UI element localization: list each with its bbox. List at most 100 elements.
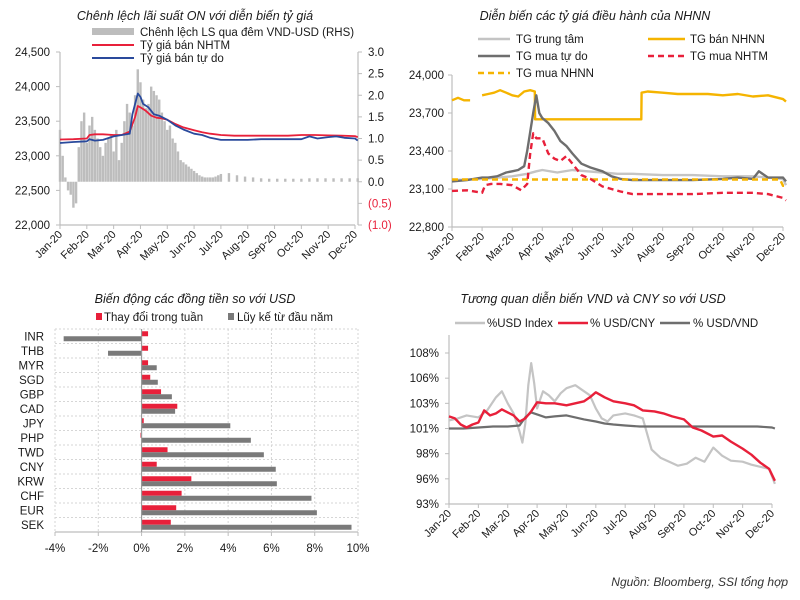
chart1-spread-bar [88, 125, 91, 182]
chart4-x-tick-label: Jun-20 [569, 508, 601, 540]
chart4-x-tick-label: Mar-20 [480, 508, 513, 541]
chart1-spread-bar [208, 177, 212, 182]
chart3-category-label: JPY [23, 418, 44, 430]
chart4: Tương quan diễn biến VND và CNY so với U… [410, 291, 778, 542]
chart3-category-label: EUR [20, 505, 44, 517]
chart1-spread-bar [214, 176, 217, 182]
chart1-left-tick-label: 22,000 [15, 220, 50, 232]
chart1-spread-bar [82, 112, 86, 182]
chart1-spread-bar [107, 138, 110, 182]
chart1-spread-bar [101, 155, 105, 182]
chart1-spread-bar [198, 175, 201, 182]
chart3-bar-ytd [141, 466, 276, 472]
chart4-title: Tương quan diễn biến VND và CNY so với U… [460, 291, 725, 306]
chart4-y-tick-label: 103% [410, 398, 439, 410]
chart3-bar-weekly [141, 360, 149, 366]
chart1-spread-bar [74, 181, 78, 204]
chart3-x-tick-label: -2% [88, 543, 108, 555]
chart1-spread-bar [85, 142, 89, 182]
chart1-right-tick-label: 3.0 [368, 47, 384, 59]
chart1-legend: Chênh lệch LS qua đêm VND-USD (RHS) Tỷ g… [92, 27, 354, 65]
chart1: Chênh lệch lãi suất ON với diễn biến tỷ … [15, 8, 392, 263]
chart3-x-tick-label: 4% [220, 543, 237, 555]
chart1-spread-bar [324, 178, 327, 182]
chart4-x-tick-label: Aug-20 [626, 508, 660, 542]
chart1-spread-bar [147, 103, 150, 182]
chart3-x-tick-label: 0% [133, 543, 150, 555]
chart1-spread-bar [348, 178, 351, 182]
chart2-y-tick-label: 24,000 [409, 70, 444, 82]
chart3-plot: -4% -2% 0% 2% 4% 6% 8% 10% INR THB MYR SGD GBP CAD JPY… [17, 328, 370, 555]
chart3-x-tick-label: -4% [45, 543, 65, 555]
chart1-spread-bar [133, 95, 137, 182]
chart3-category-label: PHP [20, 433, 44, 445]
chart2-x-tick-label: Dec-20 [755, 231, 789, 265]
chart1-spread-bar [332, 178, 335, 182]
chart2-x-tick-label: Feb-20 [454, 231, 487, 264]
chart3-category-label: INR [24, 331, 44, 343]
legend-label-usd-index: %USD Index [487, 318, 553, 330]
chart2-x-tick-label: Nov-20 [724, 231, 758, 265]
chart1-spread-bar [160, 112, 164, 182]
legend-label-spread: Chênh lệch LS qua đêm VND-USD (RHS) [140, 27, 354, 39]
chart1-spread-bar [115, 129, 118, 182]
chart2-title: Diễn biến các tỷ giá điều hành của NHNN [480, 8, 712, 23]
chart2-x-tick-label: Jan-20 [425, 231, 457, 263]
chart2-x-tick-label: Aug-20 [634, 231, 668, 265]
chart1-spread-bar [117, 160, 121, 182]
chart1-spread-bar [155, 95, 158, 182]
chart4-y-tick-label: 96% [416, 474, 439, 486]
chart1-x-tick-label: May-20 [138, 229, 172, 263]
legend-label-weekly: Thay đổi trong tuần [104, 312, 203, 324]
chart3-bar-weekly [141, 505, 177, 511]
chart3-category-label: KRW [17, 476, 44, 488]
chart3: Biến động các đồng tiền so với USD Thay … [17, 292, 369, 555]
chart1-right-tick-label: 1.0 [368, 134, 384, 146]
chart1-spread-bar [144, 108, 148, 182]
chart1-spread-bar [267, 178, 271, 182]
chart1-spread-bar [211, 177, 215, 182]
chart1-right-tick-label: (0.5) [368, 198, 392, 210]
chart1-spread-bar [90, 116, 94, 182]
chart3-x-tick-label: 6% [263, 543, 280, 555]
chart2-y-tick-label: 23,400 [409, 146, 444, 158]
chart4-y-tick-label: 101% [410, 424, 439, 436]
chart1-spread-bar [292, 178, 295, 182]
chart1-spread-bar [120, 142, 123, 182]
chart4-x-tick-label: Feb-20 [450, 508, 483, 541]
chart3-x-tick-label: 10% [346, 543, 369, 555]
chart1-spread-bar [93, 129, 97, 182]
chart1-spread-bar [152, 90, 156, 182]
chart3-bar-ytd [63, 336, 142, 342]
chart3-bar-weekly [141, 331, 149, 337]
chart2-line-tg-mua-nhtm [451, 132, 787, 202]
chart1-spread-bar [243, 176, 247, 182]
chart1-spread-bar [96, 138, 99, 182]
chart3-bar-ytd [141, 394, 172, 400]
chart1-spread-bar [104, 142, 107, 182]
chart3-bar-ytd [108, 350, 142, 356]
chart1-spread-bar [200, 176, 204, 182]
chart1-left-tick-label: 23,500 [15, 116, 50, 128]
chart3-category-label: MYR [18, 360, 44, 372]
chart3-category-label: THB [21, 346, 44, 358]
chart1-spread-bar [112, 151, 115, 182]
chart1-left-tick-label: 24,000 [15, 82, 50, 94]
chart3-title: Biến động các đồng tiền so với USD [95, 292, 296, 306]
chart3-bar-weekly [141, 490, 182, 496]
chart1-spread-bar [176, 151, 180, 182]
chart4-x-tick-label: Dec-20 [744, 508, 778, 542]
chart2-y-tick-label: 23,700 [409, 108, 444, 120]
chart1-left-tick-label: 24,500 [15, 47, 50, 59]
chart4-line-usd-vnd [449, 411, 776, 430]
chart3-bar-ytd [141, 365, 157, 371]
chart4-plot: 93% 96% 98% 101% 103% 106% 108% Jan-20Feb-20Mar… [410, 335, 778, 542]
chart3-bar-weekly [141, 476, 192, 482]
chart1-spread-bar [139, 82, 142, 182]
legend-label-tudo: Tỷ giá bán tự do [140, 53, 224, 65]
chart1-right-tick-label: (1.0) [368, 220, 392, 232]
legend-swatch-weekly [96, 313, 102, 320]
chart1-spread-bar [123, 121, 126, 182]
chart3-category-label: SGD [19, 375, 44, 387]
legend-label-ban-nhnn: TG bán NHNN [690, 34, 765, 46]
